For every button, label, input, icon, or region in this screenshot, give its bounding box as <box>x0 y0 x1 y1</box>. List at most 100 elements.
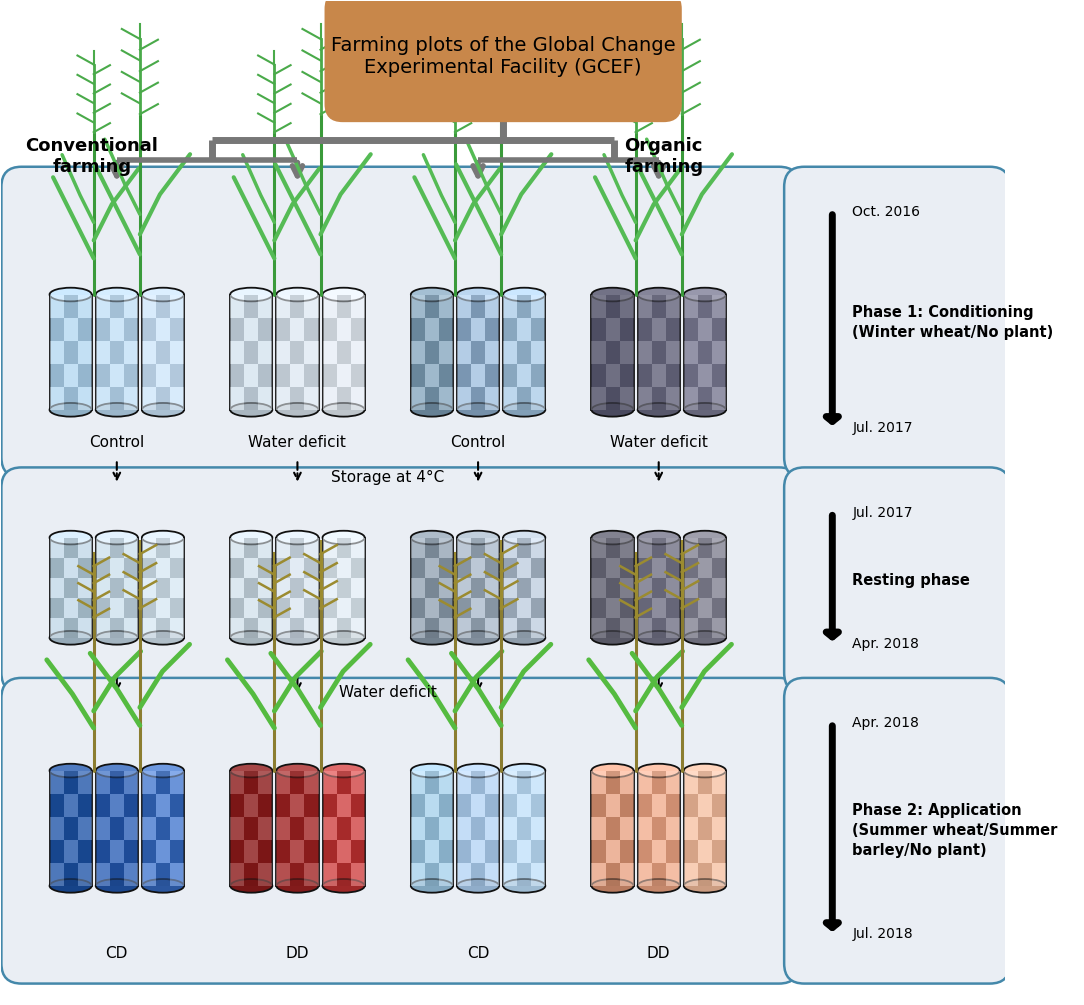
Bar <box>486 771 499 794</box>
Bar <box>142 578 156 598</box>
Bar <box>472 341 486 364</box>
Ellipse shape <box>457 531 499 545</box>
Bar <box>350 771 364 794</box>
Bar <box>425 558 439 578</box>
Ellipse shape <box>95 764 138 778</box>
Bar <box>425 318 439 341</box>
Bar <box>637 364 651 387</box>
Bar <box>486 387 499 410</box>
Bar <box>531 364 545 387</box>
Ellipse shape <box>276 764 319 778</box>
Bar <box>517 794 531 817</box>
Bar <box>517 341 531 364</box>
Bar <box>472 578 486 598</box>
Bar <box>230 794 244 817</box>
Bar <box>517 318 531 341</box>
Bar <box>666 578 680 598</box>
Bar <box>336 364 350 387</box>
Bar <box>503 840 517 863</box>
Bar <box>517 863 531 885</box>
Bar <box>637 863 651 885</box>
Bar <box>124 341 138 364</box>
Bar <box>276 341 291 364</box>
Ellipse shape <box>50 764 92 778</box>
Bar <box>109 387 124 410</box>
Text: Jul. 2017: Jul. 2017 <box>852 421 913 435</box>
Bar <box>486 538 499 558</box>
Bar <box>411 863 425 885</box>
Bar <box>592 318 606 341</box>
Bar <box>350 578 364 598</box>
FancyBboxPatch shape <box>784 167 1010 477</box>
Bar <box>698 387 712 410</box>
Bar <box>606 318 620 341</box>
Bar <box>425 794 439 817</box>
Ellipse shape <box>592 287 634 301</box>
Bar <box>439 318 453 341</box>
Bar <box>684 538 726 638</box>
Bar <box>503 538 545 638</box>
Bar <box>291 364 305 387</box>
Text: Oct. 2016: Oct. 2016 <box>852 205 920 219</box>
Ellipse shape <box>142 403 184 417</box>
Bar <box>411 771 425 794</box>
Bar <box>457 294 472 318</box>
Ellipse shape <box>457 403 499 417</box>
Bar <box>637 538 680 638</box>
Bar <box>244 294 258 318</box>
Bar <box>323 318 336 341</box>
Bar <box>109 794 124 817</box>
Bar <box>425 364 439 387</box>
Bar <box>323 578 336 598</box>
Bar <box>517 618 531 638</box>
Bar <box>606 863 620 885</box>
Bar <box>503 558 517 578</box>
Text: Conventional
farming: Conventional farming <box>25 138 158 176</box>
Bar <box>64 558 78 578</box>
Bar <box>620 387 634 410</box>
Bar <box>712 771 726 794</box>
Bar <box>291 840 305 863</box>
Bar <box>457 364 472 387</box>
Ellipse shape <box>637 531 680 545</box>
Bar <box>592 618 606 638</box>
Bar <box>620 578 634 598</box>
Bar <box>64 794 78 817</box>
Bar <box>486 618 499 638</box>
Bar <box>503 578 517 598</box>
Bar <box>230 341 244 364</box>
Bar <box>276 294 319 410</box>
Bar <box>50 364 64 387</box>
Bar <box>95 294 109 318</box>
Bar <box>78 364 92 387</box>
Bar <box>109 817 124 840</box>
Bar <box>156 318 170 341</box>
Bar <box>78 863 92 885</box>
Ellipse shape <box>503 287 545 301</box>
FancyBboxPatch shape <box>1 678 799 984</box>
Bar <box>109 840 124 863</box>
Bar <box>305 618 319 638</box>
Ellipse shape <box>457 287 499 301</box>
Bar <box>323 771 336 794</box>
Bar <box>439 341 453 364</box>
Bar <box>684 771 726 885</box>
Text: DD: DD <box>647 946 671 961</box>
Bar <box>684 794 698 817</box>
Bar <box>230 840 244 863</box>
Bar <box>411 387 425 410</box>
Ellipse shape <box>142 531 184 545</box>
Bar <box>336 771 350 794</box>
Ellipse shape <box>230 879 272 892</box>
Bar <box>684 318 698 341</box>
Bar <box>170 387 184 410</box>
Bar <box>276 578 291 598</box>
Ellipse shape <box>637 764 680 778</box>
Bar <box>276 840 291 863</box>
Ellipse shape <box>95 879 138 892</box>
Ellipse shape <box>276 631 319 644</box>
Bar <box>156 294 170 318</box>
Bar <box>276 771 319 885</box>
Bar <box>350 364 364 387</box>
Bar <box>258 598 272 618</box>
